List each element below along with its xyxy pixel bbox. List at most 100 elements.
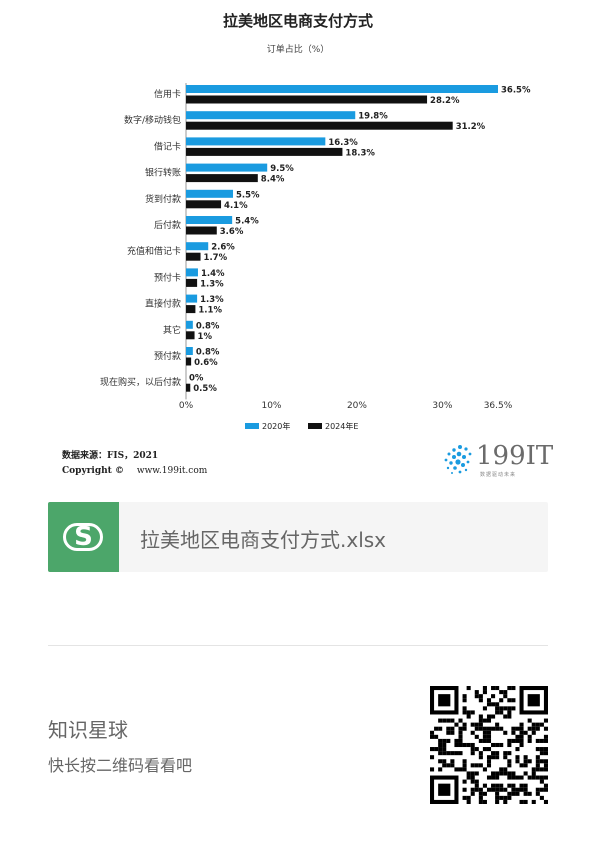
qr-module [523,787,528,792]
qr-module [486,787,492,792]
qr-module [458,767,463,772]
qr-module [434,747,439,752]
bar-2020 [186,85,498,93]
qr-module [511,706,516,711]
qr-module [474,763,479,768]
data-label: 36.5% [501,86,531,96]
qr-module [515,755,520,760]
qr-module [535,767,540,772]
copyright-url[interactable]: www.199it.com [136,466,208,476]
x-tick-label: 0% [179,401,194,411]
qr-module [450,726,455,731]
qr-module [462,698,467,703]
qr-module [470,791,475,796]
category-label: 银行转账 [145,167,181,179]
qr-module [499,726,504,731]
qr-module [503,771,508,776]
qr-module [470,751,475,756]
qr-module [531,767,536,772]
data-label: 0% [189,374,204,384]
qr-module [491,726,496,731]
data-label: 2.6% [211,243,235,253]
qr-module [450,730,455,735]
qr-module [495,710,500,715]
qr-module [438,747,443,752]
qr-module [543,718,548,723]
qr-module [539,775,544,780]
qr-module [539,738,544,743]
data-label: 18.3% [345,148,375,158]
qr-module [519,734,524,739]
legend-swatch [245,423,259,429]
qr-module [495,686,500,691]
logo-dots-icon [444,445,472,474]
qr-module [515,775,520,780]
qr-module [478,751,483,756]
category-label: 预付卡 [154,271,181,283]
qr-module [466,714,471,719]
qr-module [515,738,520,743]
file-name[interactable]: 拉美地区电商支付方式.xlsx [140,528,387,552]
bar-2020 [186,137,326,146]
qr-module [491,755,496,760]
bar-2024e [186,331,195,340]
qr-module [482,718,487,723]
qr-module [539,747,544,752]
qr-module [535,763,540,768]
bar-2020 [186,111,356,120]
qr-module [507,783,512,788]
qr-module [462,742,467,748]
qr-module [438,718,443,723]
qr-module [486,714,492,719]
qr-module [478,795,483,800]
qr-module [507,714,512,719]
qr-module [499,795,504,800]
qr-module [438,751,443,756]
qr-module [438,767,443,772]
qr-module [507,738,512,743]
qr-module [482,726,487,731]
qr-module [486,755,492,760]
qr-module [446,763,451,768]
qr-module [543,775,548,780]
bar-2024e [186,226,217,235]
qr-module [450,759,455,764]
qr-code-icon[interactable] [430,686,548,804]
spreadsheet-file-icon: S [48,502,119,572]
qr-module [511,783,516,788]
qr-module [486,730,492,735]
file-attachment-card[interactable]: S 拉美地区电商支付方式.xlsx [48,502,548,572]
qr-module [507,791,512,796]
qr-module [523,783,528,788]
qr-module [462,722,467,727]
bar-2024e [186,305,196,314]
promo-title: 知识星球 [48,718,128,742]
qr-module [491,783,496,788]
qr-module [507,706,512,711]
qr-module [515,726,520,731]
qr-module [507,698,512,703]
qr-module [495,751,500,756]
qr-module [539,751,544,756]
qr-module [519,783,524,788]
qr-module [539,722,544,727]
data-label: 31.2% [456,122,486,132]
qr-module [539,767,544,772]
qr-module [507,686,512,691]
bar-2024e [186,383,191,392]
bar-2020 [186,216,233,224]
data-label: 28.2% [430,96,460,106]
divider [48,645,548,646]
bar-2020 [186,347,193,355]
qr-module [523,763,528,768]
data-source: 数据来源：FIS，2021 [62,451,159,461]
qr-module [503,730,508,735]
data-label: 5.4% [235,217,259,227]
data-label: 0.6% [194,358,218,368]
qr-module [486,759,492,764]
qr-module [511,730,516,735]
qr-module [507,742,512,748]
data-label: 5.5% [236,190,260,200]
qr-module [507,775,512,780]
qr-module [438,759,443,764]
